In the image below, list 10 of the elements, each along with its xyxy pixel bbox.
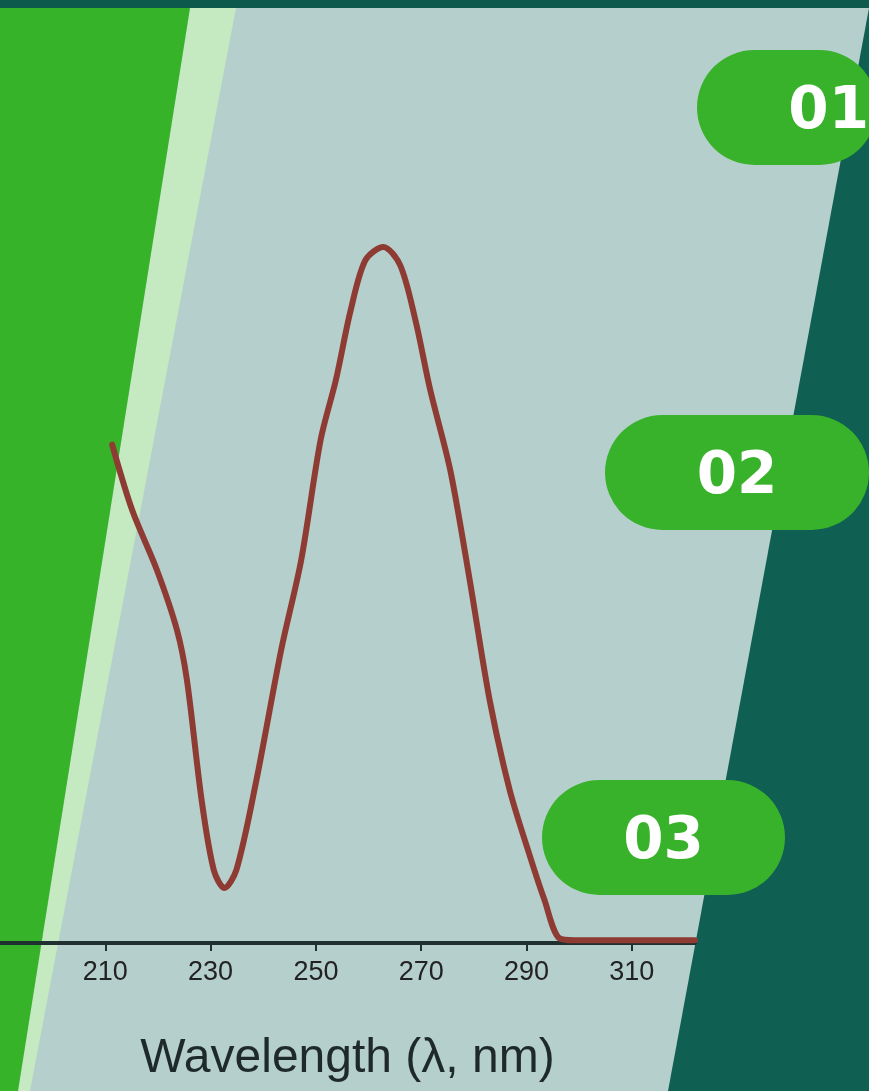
x-tick-label: 290 bbox=[503, 955, 550, 986]
x-tick-label: 250 bbox=[293, 955, 339, 986]
x-tick-label: 270 bbox=[398, 955, 444, 986]
x-tick-label: 210 bbox=[82, 955, 128, 986]
x-tick-label: 310 bbox=[609, 955, 655, 986]
x-tick-label: 230 bbox=[188, 955, 234, 986]
text: 02 bbox=[605, 415, 869, 530]
x-axis-title: Wavelength (λ, nm) bbox=[140, 1028, 555, 1082]
text: 01 bbox=[697, 50, 869, 165]
annotation: 03 bbox=[542, 780, 785, 895]
